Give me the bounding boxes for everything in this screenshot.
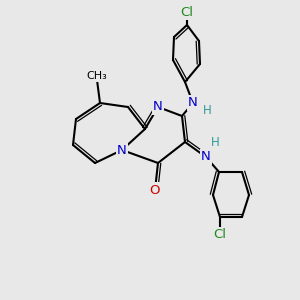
Text: H: H	[211, 136, 219, 149]
Text: O: O	[150, 184, 160, 196]
Text: N: N	[201, 151, 211, 164]
Text: Cl: Cl	[181, 5, 194, 19]
Text: N: N	[117, 143, 127, 157]
Text: N: N	[188, 97, 198, 110]
Text: Cl: Cl	[214, 229, 226, 242]
Text: CH₃: CH₃	[87, 71, 107, 81]
Text: N: N	[153, 100, 163, 113]
Text: H: H	[202, 104, 211, 118]
